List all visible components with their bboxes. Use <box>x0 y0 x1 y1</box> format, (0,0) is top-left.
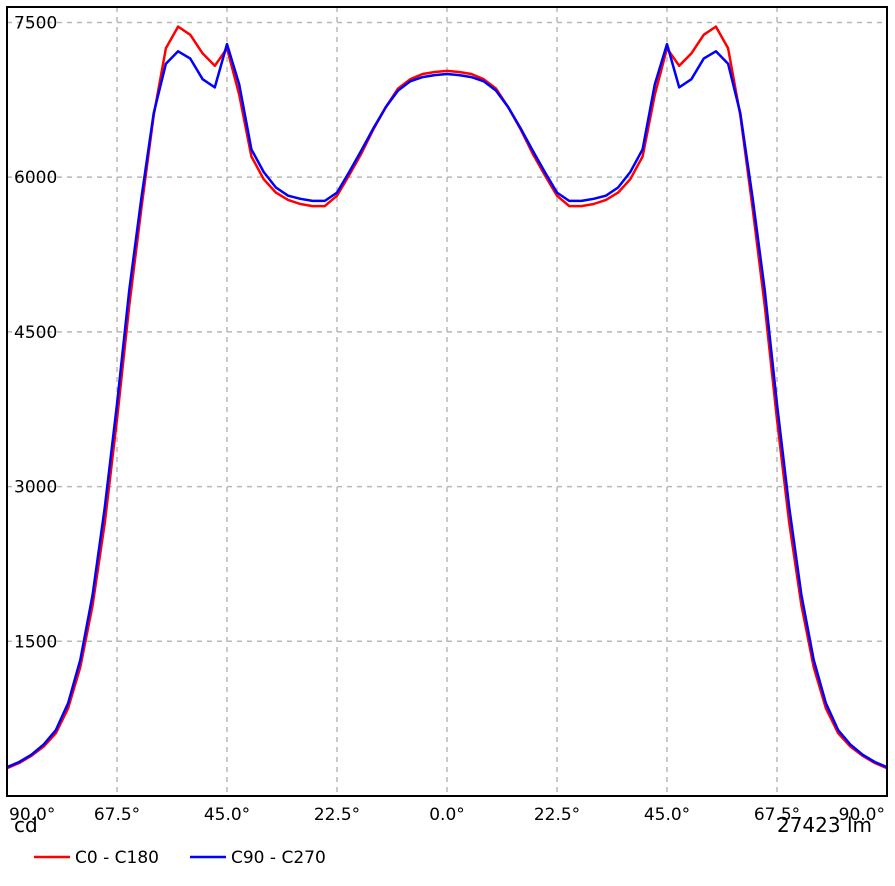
series-lines <box>6 25 888 770</box>
x-tick-label: 90.0° <box>839 805 885 825</box>
y-unit-label: cd <box>14 813 38 837</box>
y-tick-labels: 1500 3000 4500 6000 7500 <box>14 13 57 652</box>
x-tick-label: 90.0° <box>9 805 55 825</box>
y-tick-label: 6000 <box>14 168 57 188</box>
grid-lines <box>7 7 887 796</box>
x-tick-label: 0.0° <box>429 805 465 825</box>
x-tick-label: 22.5° <box>314 805 360 825</box>
y-tick-label: 4500 <box>14 323 57 343</box>
series-line-c90-c270 <box>6 42 888 769</box>
legend: C0 - C180 C90 - C270 <box>34 848 326 868</box>
y-tick-label: 7500 <box>14 13 57 33</box>
y-tick-label: 3000 <box>14 478 57 498</box>
x-tick-label: 22.5° <box>534 805 580 825</box>
y-tick-label: 1500 <box>14 632 57 652</box>
luminous-flux-label: 27423 lm <box>777 813 872 837</box>
legend-label-c0-c180: C0 - C180 <box>75 848 159 868</box>
x-tick-label: 45.0° <box>204 805 250 825</box>
x-tick-label: 67.5° <box>94 805 140 825</box>
legend-label-c90-c270: C90 - C270 <box>231 848 326 868</box>
x-tick-label: 67.5° <box>754 805 800 825</box>
plot-frame <box>6 6 888 797</box>
x-tick-label: 45.0° <box>644 805 690 825</box>
x-tick-labels: 90.0° 67.5° 45.0° 22.5° 0.0° 22.5° 45.0° 67.5° 9… <box>9 805 885 825</box>
